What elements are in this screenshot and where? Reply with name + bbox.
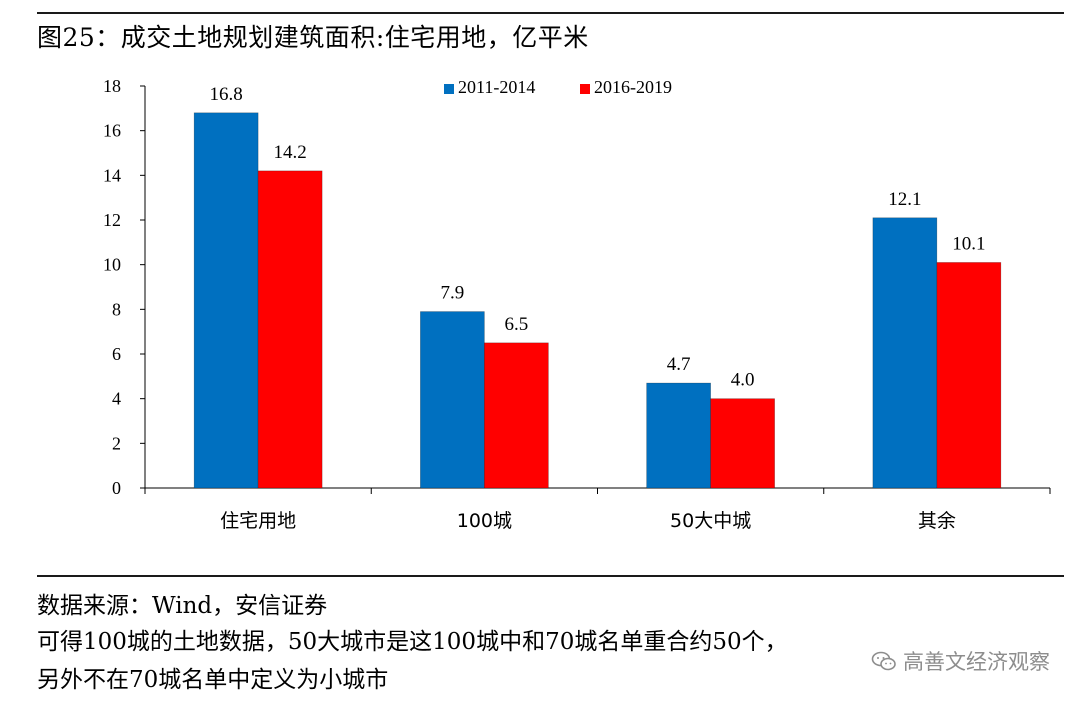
x-category-label: 50大中城 (670, 510, 751, 532)
bar (646, 382, 711, 489)
data-label: 12.1 (888, 189, 921, 210)
wechat-icon (871, 651, 896, 671)
bar-chart: 0 2 4 6 8 10 12 14 16 18 16.8 14.2 住宅用地 7.9 6.5 100城 4.7… (103, 76, 1051, 532)
legend-swatch (580, 84, 590, 94)
note-line-1: 可得100城的土地数据，50大城市是这100城中和70城名单重合约50个， (37, 629, 788, 655)
data-label: 4.7 (667, 354, 691, 375)
y-tick-label: 10 (103, 255, 121, 275)
y-tick-label: 14 (103, 165, 121, 185)
data-label: 16.8 (210, 84, 243, 105)
source-text: 数据来源：Wind，安信证券 (37, 593, 328, 619)
top-rule (37, 12, 1064, 14)
bar (193, 112, 259, 489)
y-tick-label: 4 (112, 389, 121, 409)
bar (872, 217, 938, 489)
x-category-label: 住宅用地 (220, 510, 296, 532)
y-tick-label: 6 (112, 344, 121, 364)
note-line-2: 另外不在70城名单中定义为小城市 (37, 667, 389, 693)
data-label: 14.2 (274, 142, 307, 163)
watermark: 高善文经济观察 (871, 646, 1050, 676)
bar (484, 342, 549, 489)
bar (936, 262, 1002, 489)
data-label: 4.0 (731, 370, 755, 391)
y-tick-label: 18 (103, 76, 121, 96)
legend-label: 2016-2019 (594, 77, 672, 97)
data-label: 7.9 (441, 283, 465, 304)
watermark-text: 高善文经济观察 (903, 650, 1050, 674)
x-category-label: 其余 (918, 510, 956, 532)
figure-title: 图25：成交土地规划建筑面积:住宅用地，亿平米 (37, 23, 589, 52)
legend-swatch (444, 84, 454, 94)
y-tick-label: 8 (112, 299, 121, 319)
legend-label: 2011-2014 (458, 77, 535, 97)
bar (420, 311, 485, 489)
data-label: 6.5 (505, 314, 529, 335)
bottom-rule (37, 575, 1064, 577)
y-tick-label: 16 (103, 121, 121, 141)
bar (710, 398, 775, 489)
y-tick-label: 12 (103, 210, 121, 230)
y-tick-label: 0 (112, 478, 121, 498)
y-tick-label: 2 (112, 433, 121, 453)
bar (257, 170, 323, 489)
x-category-label: 100城 (457, 510, 512, 532)
data-label: 10.1 (952, 233, 985, 254)
